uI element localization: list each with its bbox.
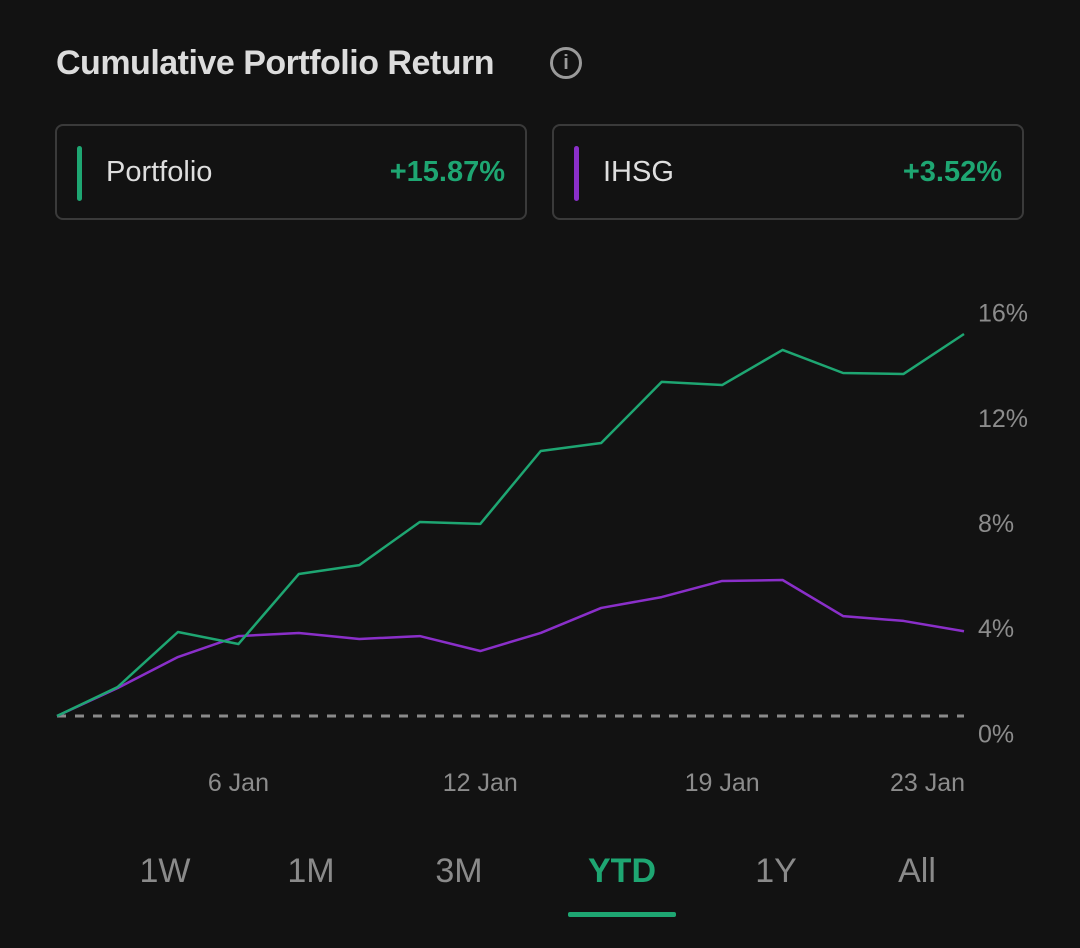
x-tick-label: 19 Jan [685, 769, 760, 797]
y-tick-label: 8% [978, 510, 1014, 538]
period-tab-1w[interactable]: 1W [139, 852, 191, 890]
legend-card-ihsg: IHSG +3.52% [552, 124, 1024, 220]
ihsg-color-bar [574, 146, 579, 201]
y-tick-label: 16% [978, 300, 1028, 328]
period-tab-ytd[interactable]: YTD [588, 852, 656, 890]
portfolio-color-bar [77, 146, 82, 201]
chart-title: Cumulative Portfolio Return [56, 44, 494, 82]
period-tab-3m[interactable]: 3M [435, 852, 483, 890]
legend-card-portfolio: Portfolio +15.87% [55, 124, 527, 220]
x-tick-label: 23 Jan [890, 769, 965, 797]
active-period-underline [568, 912, 676, 917]
x-tick-label: 12 Jan [443, 769, 518, 797]
series-line-ihsg [56, 578, 965, 718]
info-icon[interactable]: i [550, 47, 582, 79]
y-tick-label: 0% [978, 720, 1014, 748]
legend-value: +15.87% [389, 156, 505, 188]
period-tab-1m[interactable]: 1M [287, 852, 335, 890]
legend-name: IHSG [603, 156, 674, 188]
period-tab-1y[interactable]: 1Y [755, 852, 797, 890]
series-line-portfolio [56, 332, 965, 718]
y-tick-label: 4% [978, 615, 1014, 643]
legend-name: Portfolio [106, 156, 213, 188]
period-tab-all[interactable]: All [898, 852, 936, 890]
x-tick-label: 6 Jan [208, 769, 269, 797]
y-tick-label: 12% [978, 405, 1028, 433]
legend-value: +3.52% [902, 156, 1002, 188]
